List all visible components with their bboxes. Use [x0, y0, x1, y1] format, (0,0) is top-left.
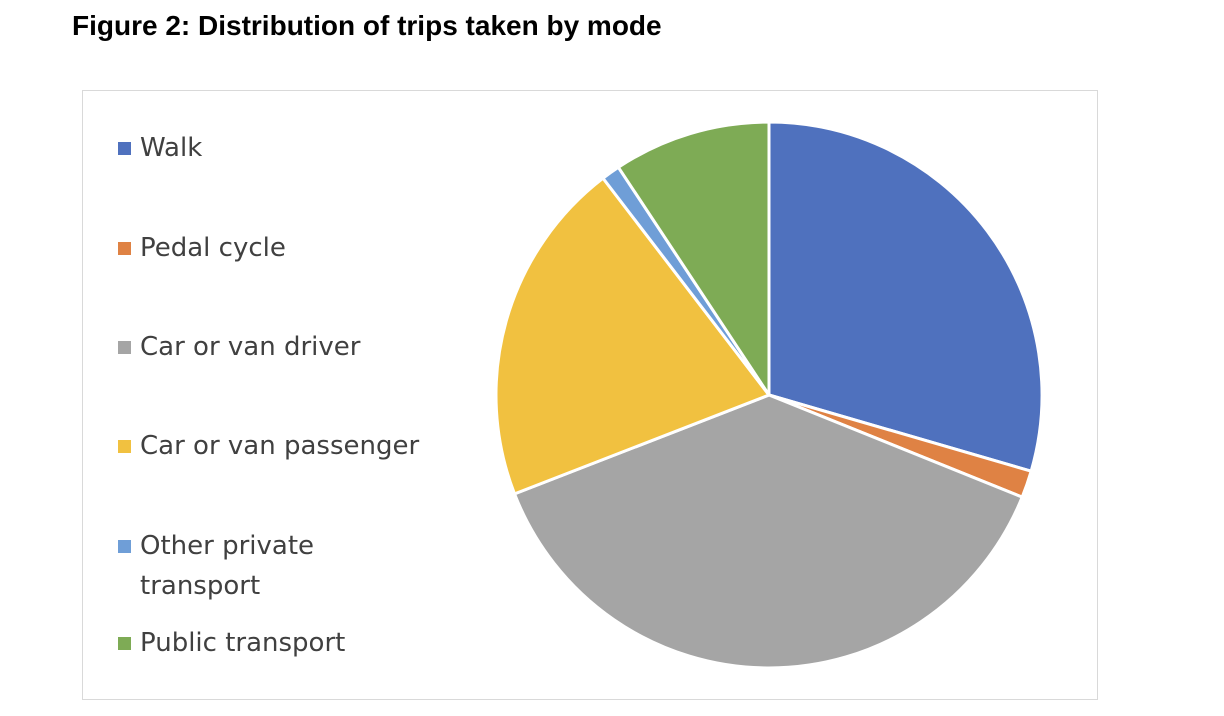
legend-swatch-walk — [118, 142, 131, 155]
legend-swatch-car-passenger — [118, 440, 131, 453]
legend-item-car-passenger: Car or van passenger — [118, 426, 440, 466]
legend-item-public-transport: Public transport — [118, 623, 440, 663]
legend-swatch-public-transport — [118, 637, 131, 650]
legend-label-car-driver: Car or van driver — [140, 332, 361, 362]
legend-label-pedal-cycle: Pedal cycle — [140, 233, 286, 263]
legend-label-walk: Walk — [140, 133, 203, 163]
legend-label-car-passenger: Car or van passenger — [140, 431, 420, 461]
legend-label-public-transport: Public transport — [140, 628, 346, 658]
legend-label-other-private: Other private transport — [140, 531, 315, 601]
legend-item-pedal-cycle: Pedal cycle — [118, 228, 440, 268]
legend-swatch-pedal-cycle — [118, 242, 131, 255]
legend-swatch-other-private — [118, 540, 131, 553]
legend-item-walk: Walk — [118, 128, 440, 168]
pie-slice-walk — [767, 120, 1044, 473]
legend-item-other-private: Other private transport — [118, 526, 338, 606]
pie-slice-car-or-van-passenger — [494, 176, 771, 496]
legend-swatch-car-driver — [118, 341, 131, 354]
figure-title: Figure 2: Distribution of trips taken by… — [72, 10, 662, 41]
legend-item-car-driver: Car or van driver — [118, 327, 440, 367]
pie-slice-car-or-van-driver — [513, 393, 1024, 670]
pie-slice-public-transport — [616, 120, 771, 397]
